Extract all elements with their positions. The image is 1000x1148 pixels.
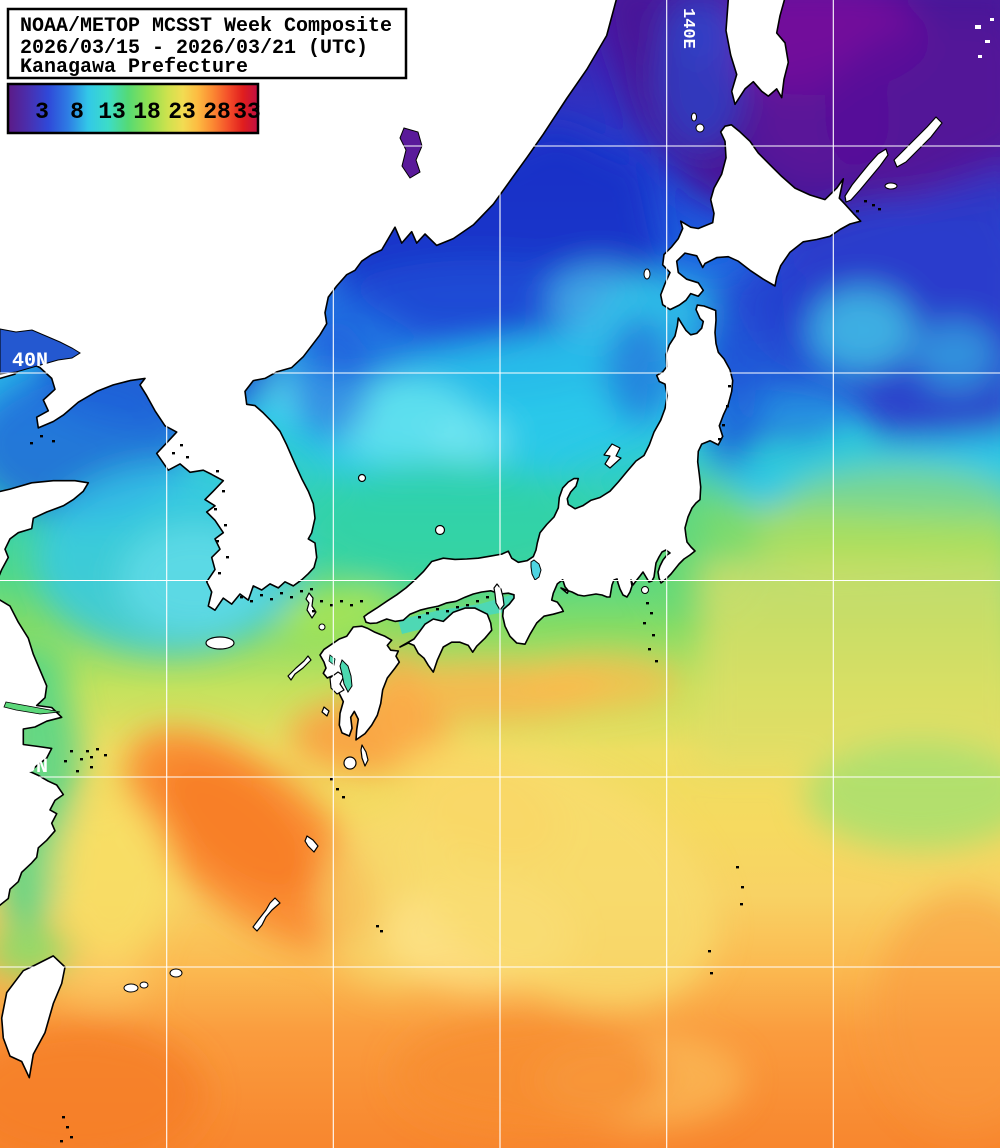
svg-text:NOAA/METOP MCSST Week Composit: NOAA/METOP MCSST Week Composite — [20, 15, 392, 38]
svg-text:3: 3 — [35, 99, 49, 125]
svg-text:18: 18 — [133, 99, 161, 125]
svg-text:2026/03/15 - 2026/03/21 (UTC): 2026/03/15 - 2026/03/21 (UTC) — [20, 37, 368, 60]
svg-text:30N: 30N — [12, 756, 48, 779]
svg-text:40N: 40N — [12, 350, 48, 373]
svg-text:13: 13 — [98, 99, 126, 125]
svg-text:23: 23 — [168, 99, 196, 125]
svg-text:33: 33 — [233, 99, 261, 125]
svg-text:28: 28 — [203, 99, 231, 125]
svg-text:Kanagawa Prefecture: Kanagawa Prefecture — [20, 56, 248, 79]
svg-text:8: 8 — [70, 99, 84, 125]
svg-text:140E: 140E — [678, 8, 697, 49]
